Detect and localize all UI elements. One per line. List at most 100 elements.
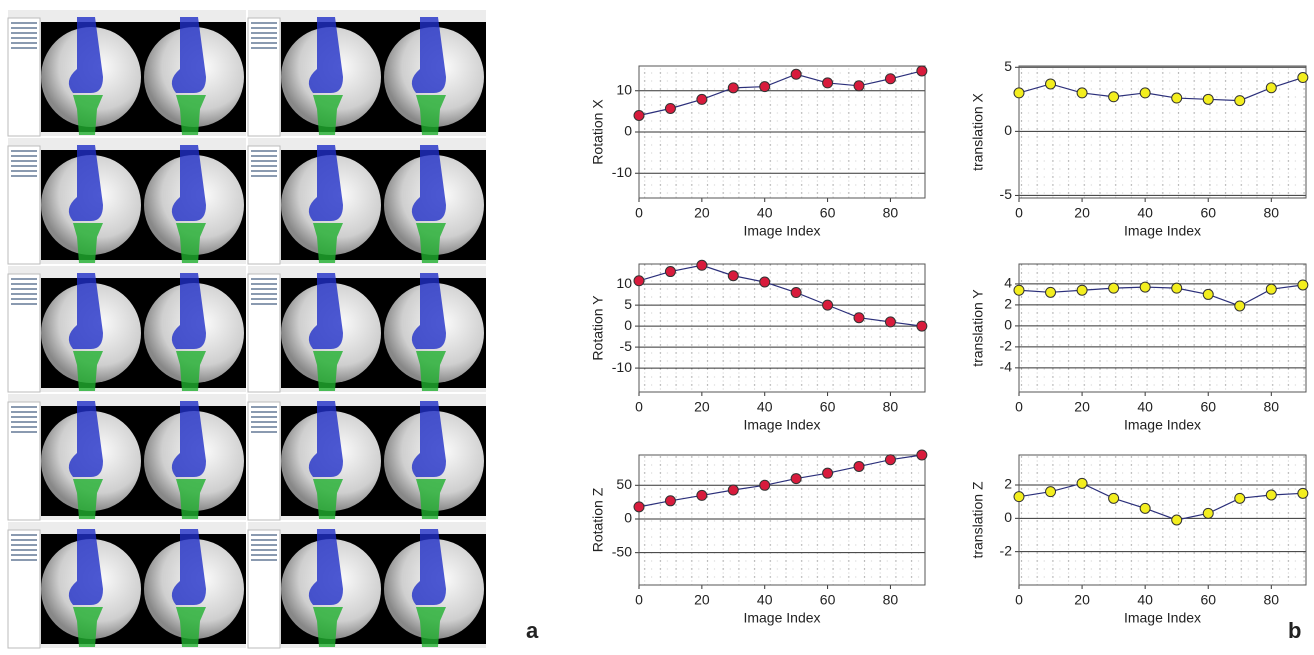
sidebar-text [251,554,277,556]
y-tick-label: 0 [624,123,632,139]
sidebar-text [11,421,37,423]
data-point [1297,487,1309,499]
data-point [1171,92,1183,104]
data-point [1202,288,1214,300]
x-axis-label: Image Index [1124,610,1201,626]
plot-area [1019,264,1306,392]
data-point [759,81,771,93]
data-point [1139,87,1151,99]
sidebar-text [251,150,277,152]
y-tick-label: 2 [1004,476,1012,492]
tibia [416,351,446,391]
data-point [853,460,865,472]
chart: -50 0 50 0 20 40 60 80 Image Index Rotation Z [590,449,928,626]
tibia [313,607,343,647]
sidebar-text [11,150,37,152]
data-point [1045,78,1057,90]
femur [171,529,206,605]
femur [308,17,343,93]
femur [308,529,343,605]
x-tick-label: 0 [635,205,643,221]
x-tick-label: 40 [1137,399,1153,415]
sidebar-text [11,175,37,177]
sidebar-text [11,47,37,49]
x-tick-label: 20 [1074,205,1090,221]
data-point [664,495,676,507]
x-tick-label: 0 [1015,399,1023,415]
tibia [176,351,206,391]
chart: -10 0 10 0 20 40 60 80 Image Index Rotation X [590,65,928,239]
sidebar-text [251,47,277,49]
y-tick-label: 5 [624,296,632,312]
sidebar-text [251,155,277,157]
sidebar-text [11,278,37,280]
data-point [633,275,645,287]
y-tick-label: 0 [1004,509,1012,525]
y-tick-label: 0 [624,317,632,333]
sidebar-text [251,175,277,177]
x-axis-label: Image Index [743,417,820,433]
data-point [1202,507,1214,519]
sidebar-text [251,416,277,418]
data-point [696,93,708,105]
data-point [1171,514,1183,526]
data-point [853,80,865,92]
y-tick-label: 4 [1004,275,1012,291]
x-tick-label: 20 [1074,592,1090,608]
femur [171,145,206,221]
x-tick-label: 0 [635,399,643,415]
y-tick-label: -2 [1000,338,1013,354]
data-point [664,102,676,114]
data-point [790,287,802,299]
panel-label: b [1288,618,1301,643]
x-axis-label: Image Index [1124,223,1201,239]
x-axis-label: Image Index [743,223,820,239]
image-panel [7,10,486,649]
y-tick-label: 0 [1004,317,1012,333]
y-axis-label: Rotation Z [590,487,606,552]
x-tick-label: 80 [883,592,899,608]
y-axis-label: Rotation X [590,99,606,165]
tibia [416,607,446,647]
series-line [638,454,922,508]
sidebar-text [11,293,37,295]
x-tick-label: 80 [883,205,899,221]
y-tick-label: -10 [612,359,632,375]
x-tick-label: 20 [694,399,710,415]
femur [308,401,343,477]
sidebar-text [251,406,277,408]
data-point [916,65,928,77]
y-tick-label: -5 [1000,186,1013,202]
y-tick-label: 10 [616,81,632,97]
x-tick-label: 0 [1015,592,1023,608]
sidebar-text [11,544,37,546]
data-point [822,467,834,479]
data-point [727,484,739,496]
y-tick-label: 2 [1004,296,1012,312]
femur [411,17,446,93]
y-axis-label: Rotation Y [590,295,606,361]
data-point [1139,502,1151,514]
sidebar-text [251,22,277,24]
sidebar-text [11,22,37,24]
plot-frame [1018,263,1307,393]
sidebar [247,401,281,521]
x-tick-label: 40 [1137,205,1153,221]
sidebar-text [11,549,37,551]
femur [411,401,446,477]
sidebar [7,145,41,265]
plot-area [1019,66,1306,198]
data-point [1265,489,1277,501]
x-tick-label: 40 [1137,592,1153,608]
femur [68,401,103,477]
data-point [1108,492,1120,504]
sidebar-text [251,549,277,551]
data-point [759,276,771,288]
sidebar-text [11,170,37,172]
sidebar [247,17,281,137]
sidebar-text [11,288,37,290]
data-point [1297,279,1309,291]
y-axis-label: translation X [970,92,986,170]
x-tick-label: 40 [757,205,773,221]
